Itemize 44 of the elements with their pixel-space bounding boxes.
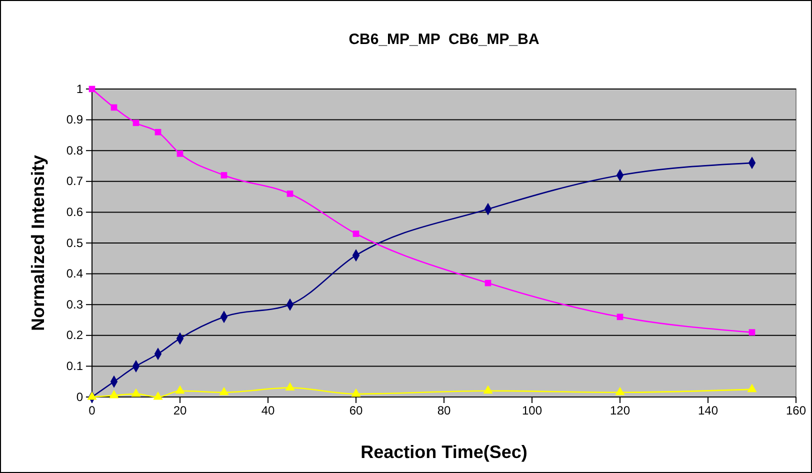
x-tick-label: 20 (173, 404, 187, 418)
y-tick-label: 0.7 (66, 174, 84, 188)
point (132, 120, 140, 126)
y-tick-label: 0.4 (66, 266, 84, 281)
x-tick-label: 60 (349, 404, 363, 418)
y-tick-label: 1 (76, 82, 84, 96)
point (219, 386, 229, 396)
x-tick-label: 120 (610, 404, 630, 418)
y-tick-label: 0.1 (66, 359, 84, 374)
point (109, 390, 119, 398)
x-tick-label: 40 (261, 404, 275, 418)
x-tick-label: 80 (437, 404, 451, 418)
point (175, 385, 185, 394)
x-tick-label: 100 (522, 404, 542, 418)
y-tick-label: 0.5 (66, 236, 84, 250)
point (748, 329, 756, 336)
point (352, 230, 360, 237)
y-tick-label: 0.3 (66, 297, 84, 312)
x-tick-label: 140 (698, 404, 718, 418)
point (176, 150, 184, 157)
y-tick-label: 0.8 (66, 143, 84, 158)
point (747, 384, 757, 392)
x-tick-label: 0 (88, 404, 96, 418)
y-axis-title: Normalized Intensity (28, 154, 48, 332)
y-tick-label: 0.9 (66, 112, 84, 127)
chart-title: CB6_MP_MP CB6_MP_BA (348, 31, 540, 48)
point (616, 314, 624, 320)
x-tick-label: 160 (786, 404, 806, 418)
point (483, 385, 493, 394)
point (286, 190, 294, 197)
point (484, 280, 492, 286)
y-tick-label: 0.6 (66, 205, 84, 220)
point (110, 104, 118, 111)
point (154, 128, 162, 136)
point (88, 86, 96, 92)
y-tick-label: 0 (76, 390, 84, 404)
point (220, 172, 228, 178)
y-tick-label: 0.2 (66, 328, 84, 342)
point (153, 391, 163, 400)
point (131, 388, 141, 397)
point (285, 382, 295, 391)
point (351, 388, 361, 397)
point (615, 386, 625, 396)
x-axis-title: Reaction Time(Sec) (360, 442, 528, 462)
